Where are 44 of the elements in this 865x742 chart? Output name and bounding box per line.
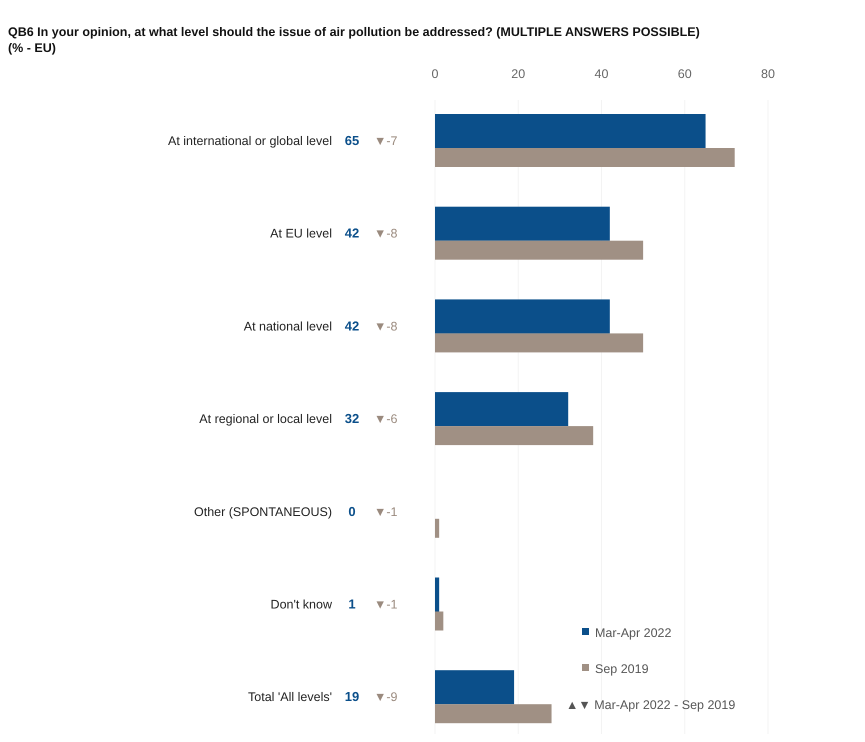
y-tick-label: Other (SPONTANEOUS) <box>194 504 332 519</box>
bar <box>435 299 610 334</box>
text: ▼-6 <box>374 412 398 426</box>
bar <box>435 392 568 426</box>
bar <box>435 426 594 446</box>
text: (% - EU) <box>8 41 56 55</box>
data-label: 42 <box>344 226 360 241</box>
bar <box>435 518 440 538</box>
bar <box>435 333 644 352</box>
bar <box>435 612 444 630</box>
bar <box>435 240 644 260</box>
data-label: 65 <box>344 133 360 148</box>
bar <box>435 704 552 724</box>
x2-tick-label: 0 <box>432 67 439 81</box>
chart-title: QB6 In your opinion, at what level should the issue of air pollution be addressed? (MULTIPLE ANSWERS POSSIBLE) <box>8 25 700 39</box>
y-tick-label: Don't know <box>270 598 333 612</box>
x2-tick-label: 80 <box>761 67 775 81</box>
x2-tick-label: 20 <box>511 67 526 81</box>
legend-label: Sep 2019 <box>595 662 649 676</box>
text: ▼-9 <box>374 690 398 704</box>
data-label: 19 <box>344 689 360 704</box>
legend-label: Mar-Apr 2022 <box>595 626 672 640</box>
data-label: 1 <box>348 596 356 612</box>
bar <box>435 578 440 612</box>
y-tick-label: At international or global level <box>168 134 332 148</box>
text: ▼-7 <box>374 134 398 148</box>
y-tick-label: At EU level <box>270 226 332 241</box>
data-label: 0 <box>348 504 356 519</box>
bar <box>435 114 706 148</box>
text: ▼-1 <box>374 504 398 519</box>
x2-tick-label: 40 <box>594 67 608 81</box>
bar <box>435 206 610 241</box>
x2-tick-label: 60 <box>678 67 692 81</box>
bar <box>435 148 735 167</box>
text: ▼-1 <box>374 598 398 612</box>
y-tick-label: At national level <box>244 319 332 334</box>
data-label: 32 <box>344 411 360 426</box>
bar <box>435 670 514 704</box>
text: ▼-8 <box>374 319 398 334</box>
y-tick-label: Total 'All levels' <box>248 690 332 704</box>
data-label: 42 <box>344 318 360 334</box>
text: ▼-8 <box>374 226 398 241</box>
y-tick-label: At regional or local level <box>199 412 332 426</box>
annotation: ▲▼ Mar-Apr 2022 - Sep 2019 <box>566 698 736 712</box>
